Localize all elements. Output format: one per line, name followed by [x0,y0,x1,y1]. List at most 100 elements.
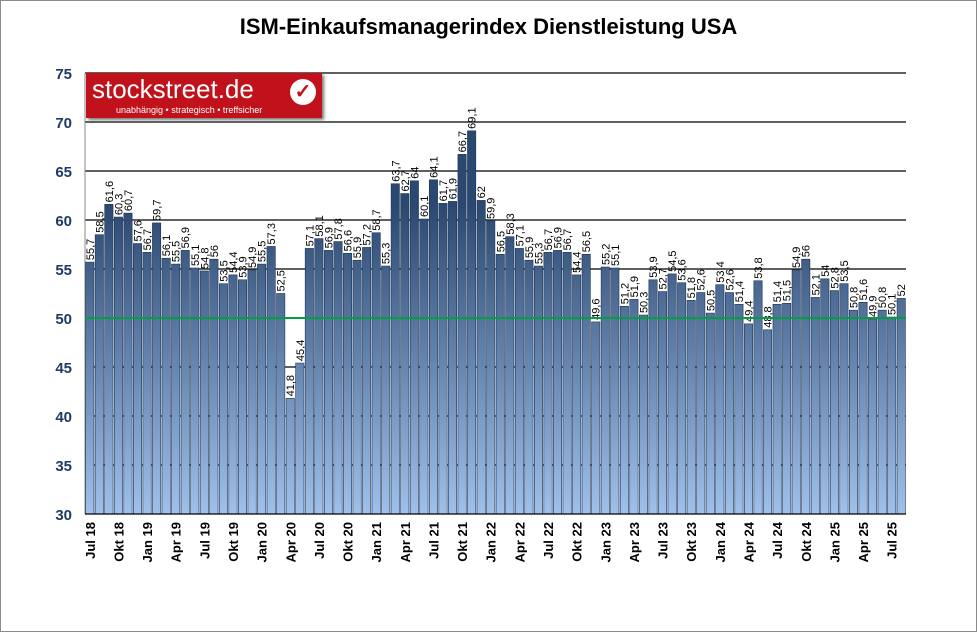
bar [849,309,858,515]
data-label: 53,6 [677,259,689,280]
bar [476,200,486,515]
data-label: 62,7 [400,170,412,191]
data-label: 51,8 [686,277,698,298]
data-label: 50,3 [638,292,650,313]
bar [400,193,410,515]
data-label: 58,5 [94,211,106,232]
y-tick-label: 55 [55,262,72,279]
bar [304,248,314,515]
data-label: 60,1 [419,196,431,217]
data-label: 56 [801,245,813,257]
bar [667,273,677,515]
data-label: 55,7 [85,239,97,260]
data-label: 55,9 [352,237,364,258]
data-label: 53,8 [753,257,765,278]
y-tick-label: 60 [55,213,72,230]
bar [448,201,458,515]
bar [161,257,171,515]
x-tick-label: Jul 22 [541,522,556,559]
x-tick-label: Jan 20 [255,522,270,562]
bar [133,243,142,515]
data-label: 60,7 [123,190,135,211]
data-label: 58,1 [314,215,326,236]
bar [104,204,114,515]
x-tick-label: Apr 24 [741,521,756,562]
data-label: 53,9 [648,256,660,277]
data-label: 58,3 [505,213,517,234]
bar [457,154,467,515]
data-label: 57,3 [266,223,278,244]
data-label: 53,5 [839,260,851,281]
x-tick-label: Jul 19 [197,522,212,559]
data-label: 53,9 [238,256,250,277]
data-label: 41,8 [285,375,297,396]
data-label: 53,5 [218,260,230,281]
data-label: 55,5 [171,241,183,262]
data-label: 57,1 [304,225,316,246]
x-tick-label: Okt 18 [111,522,126,562]
x-tick-label: Apr 19 [169,522,184,562]
bar [85,261,95,515]
data-label: 51,4 [734,281,746,302]
x-tick-label: Jan 21 [369,522,384,562]
bar [390,183,400,515]
bar [715,284,725,515]
bar [371,232,381,515]
bar [199,270,209,515]
data-label: 69,1 [467,107,479,128]
data-label: 54,5 [667,250,679,271]
bar [113,216,123,515]
bar [705,312,715,515]
data-label: 56,9 [553,227,565,248]
data-label: 55,1 [610,245,622,266]
x-tick-label: Jul 18 [83,522,98,559]
data-label: 55,3 [533,243,545,264]
bar [152,222,162,515]
bar [763,329,773,515]
y-tick-label: 35 [55,458,72,475]
bar [419,218,429,515]
bar [123,212,133,515]
x-tick-label: Jul 25 [885,522,900,559]
bar [734,303,744,515]
data-label: 49,6 [591,298,603,319]
data-label: 57,6 [133,220,145,241]
data-label: 52,8 [829,267,841,288]
bar [209,258,219,515]
bar [591,321,601,515]
bar [276,293,286,515]
data-label: 55,5 [257,241,269,262]
bar [572,274,582,515]
x-tick-label: Okt 21 [455,522,470,562]
bar [744,323,753,515]
bar [495,254,505,515]
bar [409,180,419,515]
bar [323,250,333,515]
bar [333,241,343,515]
data-label: 51,6 [858,279,870,300]
x-tick-label: Okt 22 [570,522,585,562]
data-label: 53,4 [715,261,727,282]
x-tick-label: Okt 23 [684,522,699,562]
data-label: 55,1 [190,245,202,266]
bar [514,248,524,515]
data-label: 54,4 [228,251,240,272]
bar [868,318,878,515]
bar [600,266,610,515]
bar [877,309,887,515]
x-tick-label: Jan 19 [140,522,155,562]
data-label: 61,7 [438,180,450,201]
data-label: 54 [820,265,832,277]
data-label: 55,3 [381,243,393,264]
stockstreet-logo: stockstreet.de unabhängig • strategisch … [86,73,322,118]
data-label: 54,4 [572,251,584,272]
data-label: 52,6 [696,269,708,290]
data-label: 52,5 [276,270,288,291]
bar [295,362,305,515]
bar [896,298,906,515]
bar [228,274,238,515]
data-label: 56,9 [180,227,192,248]
bar [887,316,897,515]
bar [142,252,152,515]
x-tick-label: Okt 19 [226,522,241,562]
